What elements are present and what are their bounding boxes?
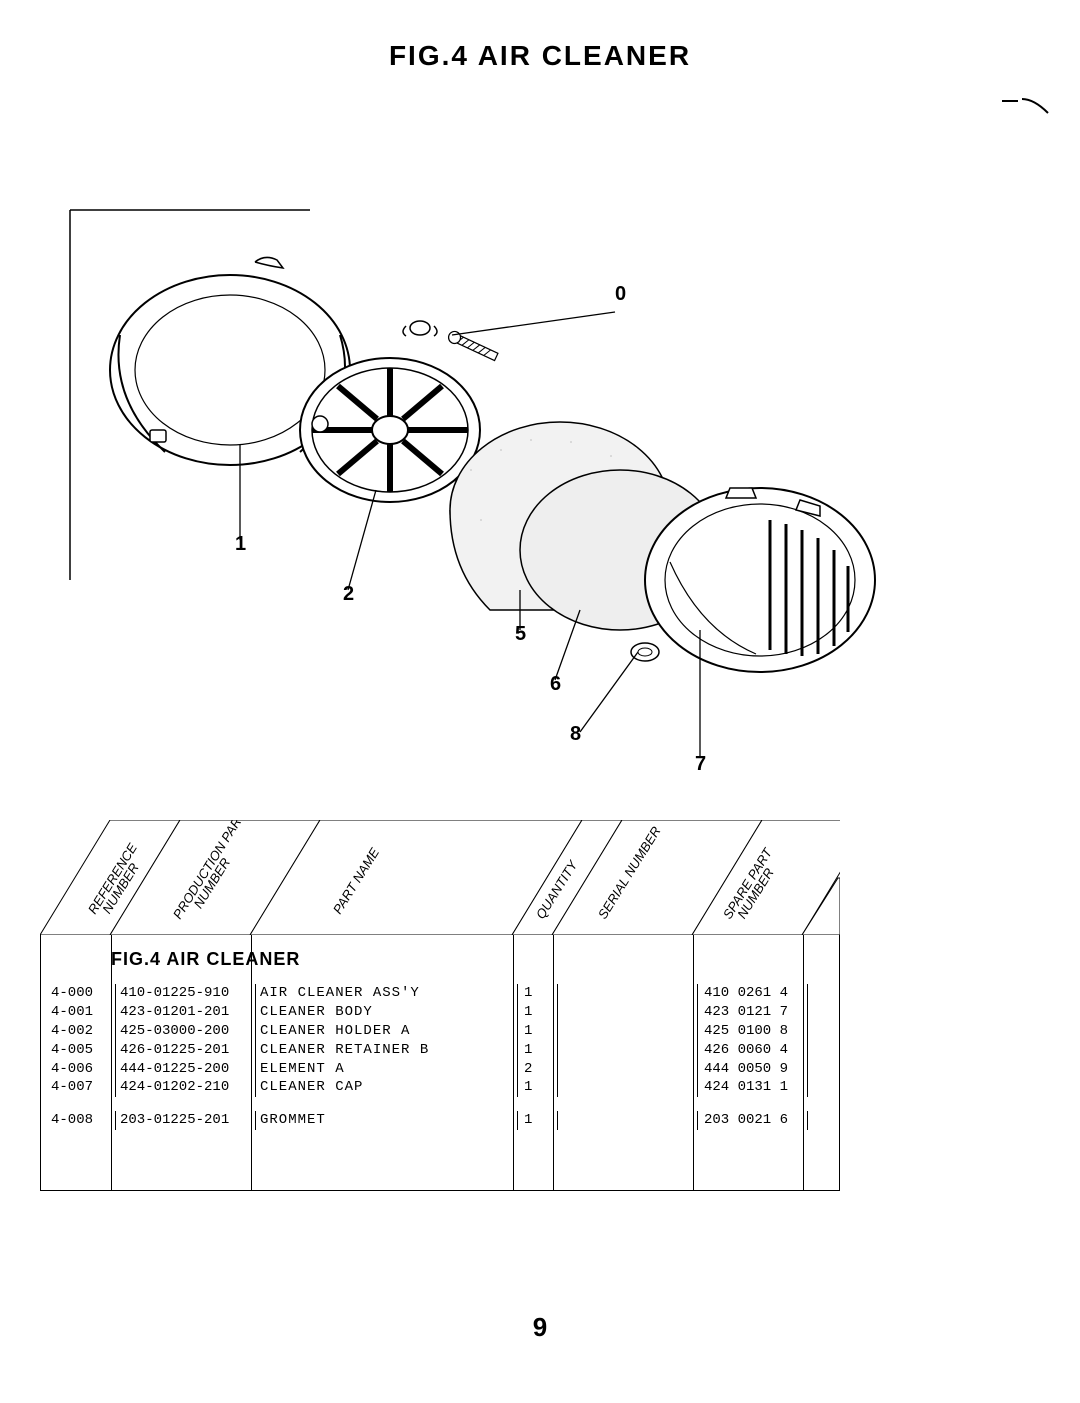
svg-text:2: 2 [343, 583, 354, 605]
svg-text:5: 5 [515, 623, 526, 645]
svg-text:8: 8 [570, 723, 581, 745]
callout-8: 8 [570, 652, 638, 745]
table-row: 4-006444-01225-200ELEMENT A2444 0050 9 [41, 1060, 839, 1079]
table-row: 4-008203-01225-201GROMMET1203 0021 6 [41, 1111, 839, 1130]
table-row: 4-007424-01202-210CLEANER CAP1424 0131 1 [41, 1078, 839, 1097]
callout-0: 0 [452, 283, 626, 335]
svg-text:0: 0 [615, 283, 626, 305]
svg-text:7: 7 [695, 753, 706, 775]
table-row: 4-005426-01225-201CLEANER RETAINER B1426… [41, 1041, 839, 1060]
svg-text:1: 1 [235, 533, 246, 555]
page-title: FIG.4 AIR CLEANER [0, 40, 1080, 72]
part-retainer-ring [300, 358, 480, 502]
table-row: 4-000410-01225-910AIR CLEANER ASS'Y1410 … [41, 984, 839, 1003]
parts-table: REFERENCENUMBER PRODUCTION PARTNUMBER PA… [40, 820, 840, 1191]
table-section-title: FIG.4 AIR CLEANER [41, 945, 839, 984]
svg-text:6: 6 [550, 673, 561, 695]
table-header: REFERENCENUMBER PRODUCTION PARTNUMBER PA… [40, 820, 840, 935]
exploded-diagram: 0 1 2 5 6 7 8 [60, 200, 920, 780]
corner-curl-mark [1000, 95, 1050, 115]
part-wingnut [403, 321, 437, 336]
part-grommet [631, 643, 659, 661]
part-cleaner-cap [645, 488, 875, 672]
callout-2: 2 [343, 490, 376, 605]
table-row: 4-002425-03000-200CLEANER HOLDER A1425 0… [41, 1022, 839, 1041]
callout-6: 6 [550, 610, 580, 695]
table-body: FIG.4 AIR CLEANER 4-000410-01225-910AIR … [40, 935, 840, 1191]
table-row: 4-001423-01201-201CLEANER BODY1423 0121 … [41, 1003, 839, 1022]
page-number: 9 [0, 1312, 1080, 1343]
